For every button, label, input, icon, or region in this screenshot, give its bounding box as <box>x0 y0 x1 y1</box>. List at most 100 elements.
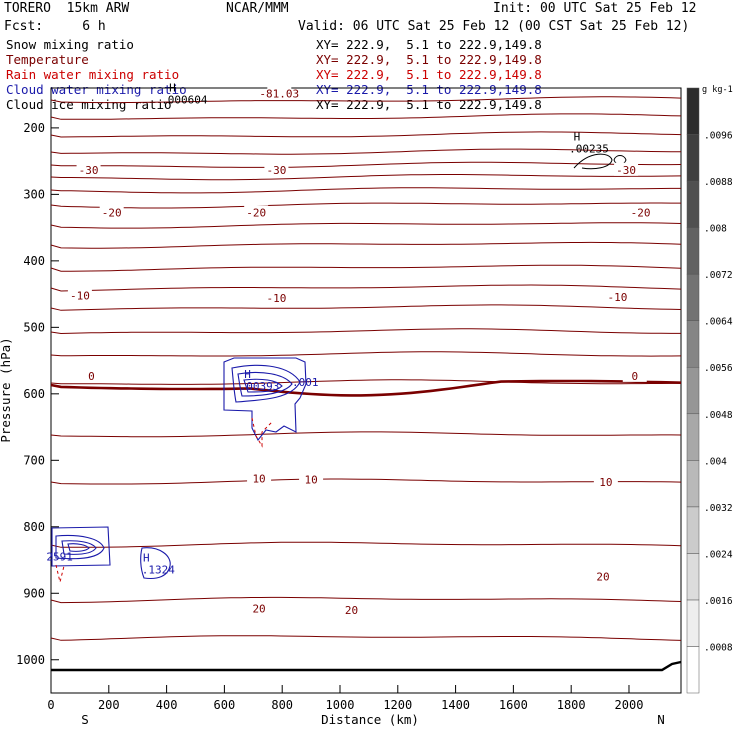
temperature-label: 20 <box>345 604 358 617</box>
temperature-contour <box>50 431 682 438</box>
y-tick-label: 600 <box>23 387 45 401</box>
terrain-surface-line <box>51 660 682 672</box>
cloud-water-contour <box>243 378 283 393</box>
colorbar-bin <box>686 87 700 135</box>
field-xy-rain: XY= 222.9, 5.1 to 222.9,149.8 <box>316 67 542 82</box>
rain-water-contours <box>55 417 273 583</box>
colorbar-tick-label: .008 <box>704 224 727 235</box>
extremum-value: .1324 <box>142 563 175 576</box>
label-backing <box>99 205 124 219</box>
snow-contour <box>573 153 613 170</box>
field-xy-cloud-water: XY= 222.9, 5.1 to 222.9,149.8 <box>316 82 542 97</box>
label-backing <box>244 205 269 219</box>
temperature-contour <box>50 113 682 120</box>
temperature-label: -20 <box>102 206 122 219</box>
freezing-level-contour <box>50 379 682 397</box>
temperature-contour <box>50 478 682 485</box>
x-tick-label: 0 <box>47 698 54 712</box>
temperature-contour <box>50 148 682 155</box>
label-backing <box>79 368 104 382</box>
temperature-contour <box>50 596 682 604</box>
temperature-contour <box>50 131 682 138</box>
y-tick-label: 800 <box>23 520 45 534</box>
field-name-temperature: Temperature <box>6 52 89 67</box>
colorbar-bin <box>686 366 700 415</box>
temperature-label: -20 <box>246 206 266 219</box>
label-backing <box>264 162 289 176</box>
center-name: NCAR/MMM <box>226 1 289 16</box>
y-axis-label: Pressure (hPa) <box>0 337 13 442</box>
label-backing <box>267 86 292 100</box>
rain-water-contour <box>55 564 65 583</box>
label-backing <box>590 569 615 583</box>
colorbar-bin <box>686 134 700 182</box>
temperature-contour <box>50 635 682 641</box>
colorbar-tick-label: .0088 <box>704 177 733 188</box>
y-tick-label: 200 <box>23 121 45 135</box>
temperature-contour <box>50 284 682 292</box>
label-backing <box>628 205 653 219</box>
label-backing <box>622 368 647 382</box>
contour-labels: -81.03 -30 -30 -30 -20 -20 -20 -10 -10 -10 0 0 10 10 1… <box>46 81 653 617</box>
x-tick-label: 600 <box>214 698 236 712</box>
label-backing <box>247 471 272 485</box>
temperature-label: -20 <box>631 206 651 219</box>
axes: 0 200 400 600 800 1000 1200 1400 1600 1800 2000200… <box>16 121 643 712</box>
temperature-label: -81.03 <box>259 87 299 100</box>
cloud-water-contour <box>237 371 293 397</box>
temperature-contour <box>50 351 682 357</box>
colorbar-bin <box>686 227 700 275</box>
field-name-rain: Rain water mixing ratio <box>6 67 180 82</box>
field-name-cloud-water: Cloud water mixing ratio <box>6 82 187 97</box>
colorbar-tick-label: .0096 <box>704 131 733 142</box>
temperature-label: 0 <box>631 370 638 383</box>
x-tick-label: 800 <box>271 698 293 712</box>
x-tick-label: 1400 <box>441 698 470 712</box>
colorbar-tick-label: .0024 <box>704 549 733 560</box>
colorbar-tick-label: .0008 <box>704 642 733 653</box>
x-end-label-north: N <box>657 712 665 727</box>
colorbar-bin <box>686 320 700 368</box>
label-backing <box>339 602 364 616</box>
x-tick-label: 1800 <box>557 698 586 712</box>
plot-frame <box>50 87 682 694</box>
field-xy-snow: XY= 222.9, 5.1 to 222.9,149.8 <box>316 37 542 52</box>
label-backing <box>299 472 324 486</box>
field-name-snow: Snow mixing ratio <box>6 37 134 52</box>
cloud-water-label: 2591 <box>46 551 73 564</box>
temperature-contours <box>50 96 682 672</box>
temperature-label: -30 <box>616 164 636 177</box>
y-tick-label: 1000 <box>16 653 45 667</box>
label-backing <box>76 162 101 176</box>
forecast-hour: Fcst: 6 h <box>4 19 106 34</box>
y-tick-label: 400 <box>23 254 45 268</box>
temperature-label: -10 <box>607 291 627 304</box>
temperature-label: 10 <box>599 476 612 489</box>
temperature-label: -10 <box>70 289 90 302</box>
colorbar-tick-label: .0056 <box>704 363 733 374</box>
colorbar-tick-label: .0032 <box>704 503 733 514</box>
temperature-label: 10 <box>304 474 317 487</box>
cloud-water-contour <box>67 543 90 552</box>
colorbar-bin <box>686 273 700 321</box>
colorbar-unit: g kg-1 <box>702 85 733 95</box>
extremum-marker: H <box>574 131 581 144</box>
cloud-water-contour <box>51 526 111 567</box>
temperature-contour <box>50 264 682 272</box>
colorbar-bin <box>686 413 700 461</box>
temperature-contour <box>50 202 681 209</box>
temperature-label: 10 <box>252 472 265 485</box>
colorbar-bin <box>686 599 700 647</box>
extremum-value: .00393 <box>240 380 280 393</box>
x-tick-label: 2000 <box>615 698 644 712</box>
temperature-label: 20 <box>596 571 609 584</box>
x-tick-label: 1200 <box>383 698 412 712</box>
temperature-label: -30 <box>266 164 286 177</box>
x-end-label-south: S <box>81 712 89 727</box>
valid-time: Valid: 06 UTC Sat 25 Feb 12 (00 CST Sat … <box>298 19 690 34</box>
cloud-water-label: .001 <box>292 376 319 389</box>
label-backing <box>614 162 639 176</box>
temperature-label: -30 <box>79 164 99 177</box>
colorbar-tick-label: .0064 <box>704 317 733 328</box>
